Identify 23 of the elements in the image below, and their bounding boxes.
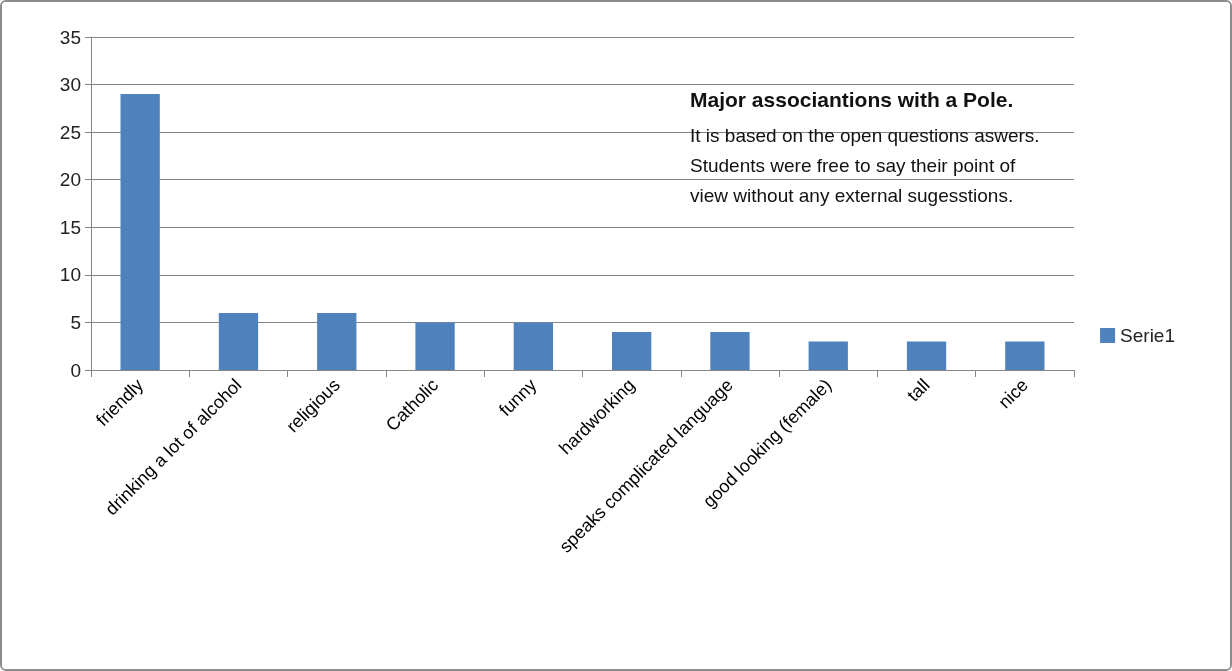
y-tick-label: 15 — [59, 216, 81, 238]
annotation: It is based on the open questions aswers. Students were free to say their point of view without any external sugesstions. — [690, 124, 1045, 206]
x-tick-label: tall — [903, 374, 934, 406]
bar — [808, 341, 848, 370]
y-tick-label: 25 — [59, 121, 81, 143]
bar — [513, 322, 554, 370]
y-tick-label: 20 — [59, 169, 81, 191]
bar — [415, 322, 455, 370]
legend-label: Serie1 — [1120, 325, 1175, 346]
bar — [611, 331, 652, 370]
bar — [906, 341, 947, 370]
y-tick-label: 35 — [59, 26, 81, 48]
x-tick-label: nice — [994, 374, 1032, 413]
bar — [1005, 341, 1045, 370]
y-tick-label: 5 — [70, 311, 81, 333]
bar — [317, 312, 357, 370]
bar — [710, 331, 750, 370]
y-tick-label: 10 — [59, 264, 81, 286]
y-tick-label: 30 — [59, 74, 81, 96]
bar — [218, 312, 259, 370]
text: Major associantions with a Pole. — [690, 88, 1014, 111]
bar — [120, 94, 160, 370]
y-tick-label: 0 — [70, 359, 81, 381]
